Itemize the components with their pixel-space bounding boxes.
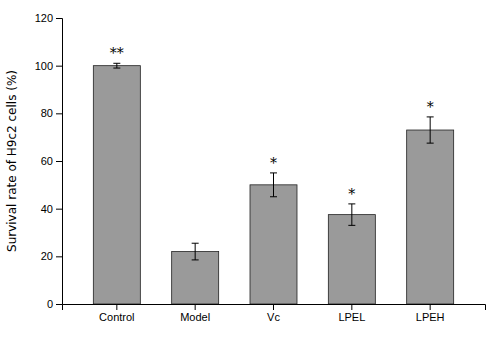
tick: 40: [41, 203, 62, 215]
annotation: *: [427, 99, 434, 115]
annotations: *****: [110, 45, 434, 202]
plot: 020406080100120ControlModelVcLPELLPEH***…: [35, 12, 486, 323]
tick-mark: [56, 209, 62, 210]
tick: 20: [41, 250, 62, 262]
tick: 0: [47, 298, 62, 310]
error-bar: [427, 117, 434, 143]
bar: [172, 252, 219, 304]
error-cap: [192, 243, 199, 244]
y-axis-title: Survival rate of H9c2 cells (%): [5, 70, 19, 252]
bar: [93, 66, 140, 304]
tick: LPEL: [338, 304, 365, 323]
error-cap: [192, 259, 199, 260]
tick: 100: [35, 60, 62, 72]
tick-label: LPEL: [338, 311, 365, 323]
tick-label: Control: [99, 311, 134, 323]
error-bar: [270, 173, 277, 197]
tick-mark: [116, 304, 117, 310]
error-line: [116, 63, 117, 68]
error-cap: [270, 196, 277, 197]
tick-label: 120: [35, 12, 53, 24]
tick-mark: [56, 66, 62, 67]
error-bar: [348, 204, 355, 225]
tick-mark: [273, 304, 274, 310]
tick-label: 80: [41, 107, 53, 119]
tick-label: 0: [47, 298, 53, 310]
chart: 020406080100120ControlModelVcLPELLPEH***…: [0, 0, 500, 340]
annotation: *: [270, 155, 277, 171]
error-cap: [427, 116, 434, 117]
tick-label: 40: [41, 203, 53, 215]
tick: 60: [41, 155, 62, 167]
annotation: **: [110, 45, 124, 61]
axis-line: [63, 305, 486, 311]
error-cap: [348, 203, 355, 204]
error-line: [195, 243, 196, 260]
tick-label: 20: [41, 250, 53, 262]
tick-label: Vc: [267, 311, 280, 323]
tick: Model: [180, 304, 210, 323]
annotation: *: [348, 186, 355, 202]
tick-mark: [195, 304, 196, 310]
tick: LPEH: [416, 304, 445, 323]
tick-mark: [351, 304, 352, 310]
x-axis: Control Model Vc LPEL LPEH: [63, 304, 486, 323]
tick-mark: [56, 18, 62, 19]
tick-mark: [56, 304, 62, 305]
error-cap: [348, 225, 355, 226]
error-bar: [113, 63, 120, 68]
marks: [93, 63, 453, 304]
error-bar: [192, 243, 199, 260]
bar: [407, 130, 454, 304]
tick-label: 100: [35, 60, 53, 72]
tick-mark: [430, 304, 431, 310]
error-line: [273, 173, 274, 197]
tick-mark: [56, 113, 62, 114]
tick: 80: [41, 107, 62, 119]
tick-label: 60: [41, 155, 53, 167]
bar: [250, 185, 297, 304]
tick: Vc: [267, 304, 280, 323]
bar: [328, 215, 375, 304]
tick-label: LPEH: [416, 311, 445, 323]
tick-mark: [56, 256, 62, 257]
tick-mark: [56, 161, 62, 162]
error-line: [430, 117, 431, 143]
error-line: [351, 204, 352, 225]
error-cap: [427, 143, 434, 144]
error-cap: [113, 63, 120, 64]
axis-line: [56, 19, 63, 305]
tick-label: Model: [180, 311, 210, 323]
error-cap: [270, 172, 277, 173]
y-axis: 0 20 40 60 80 100 120: [35, 12, 63, 310]
tick: Control: [99, 304, 134, 323]
error-cap: [113, 68, 120, 69]
tick: 120: [35, 12, 62, 24]
